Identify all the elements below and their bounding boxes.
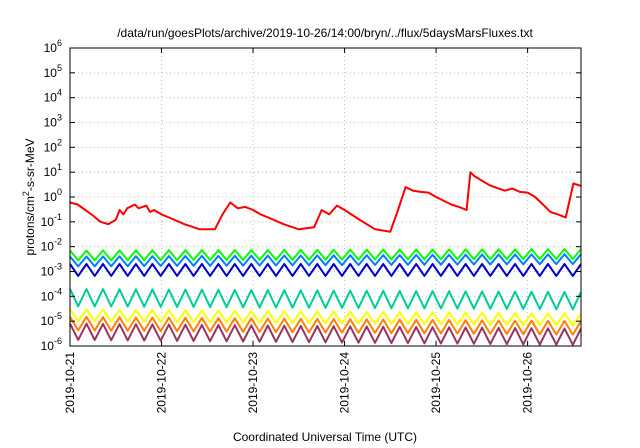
y-tick-label: 102 [44, 137, 62, 154]
y-tick-label: 105 [44, 63, 62, 80]
y-axis-label-prefix: protons/cm [23, 196, 37, 255]
series-line-7 [69, 315, 582, 336]
y-tick-label: 100 [44, 187, 62, 204]
y-tick-label: 10-2 [41, 237, 62, 254]
series-line-4 [69, 263, 582, 277]
y-axis-label: protons/cm2-s-sr-MeV [21, 138, 37, 255]
series-line-3 [69, 253, 582, 268]
x-axis: 2019-10-21 2019-10-22 2019-10-23 2019-10-24… [63, 48, 535, 413]
y-tick-label: 103 [44, 113, 62, 130]
x-tick-label: 2019-10-23 [246, 352, 260, 414]
series-line-1 [69, 171, 582, 233]
x-tick-label: 2019-10-22 [155, 352, 169, 414]
y-tick-label: 106 [44, 38, 62, 55]
series-line-2 [69, 248, 582, 262]
y-tick-label: 10-5 [41, 311, 62, 328]
y-axis: 10-6 10-5 10-4 10-3 10-2 10-1 100 101 102 103 104 1… [41, 38, 581, 353]
x-tick-label: 2019-10-24 [338, 352, 352, 414]
y-axis-label-suffix: -s-sr-MeV [23, 138, 37, 191]
x-tick-label: 2019-10-26 [521, 352, 535, 414]
y-tick-label: 104 [44, 88, 62, 105]
series-group [69, 171, 582, 346]
y-tick-label: 10-3 [41, 262, 62, 279]
x-axis-label: Coordinated Universal Time (UTC) [233, 430, 417, 444]
y-axis-label-sup: 2 [21, 191, 31, 196]
y-tick-label: 10-1 [41, 212, 62, 229]
y-tick-label: 101 [44, 162, 62, 179]
chart-title: /data/run/goesPlots/archive/2019-10-26/1… [117, 26, 533, 40]
x-tick-label: 2019-10-21 [63, 352, 77, 414]
y-tick-label: 10-6 [41, 336, 62, 353]
x-tick-label: 2019-10-25 [429, 352, 443, 414]
y-tick-label: 10-4 [41, 286, 62, 303]
series-line-5 [69, 288, 582, 311]
series-line-8 [69, 322, 582, 346]
series-line-6 [69, 308, 582, 327]
